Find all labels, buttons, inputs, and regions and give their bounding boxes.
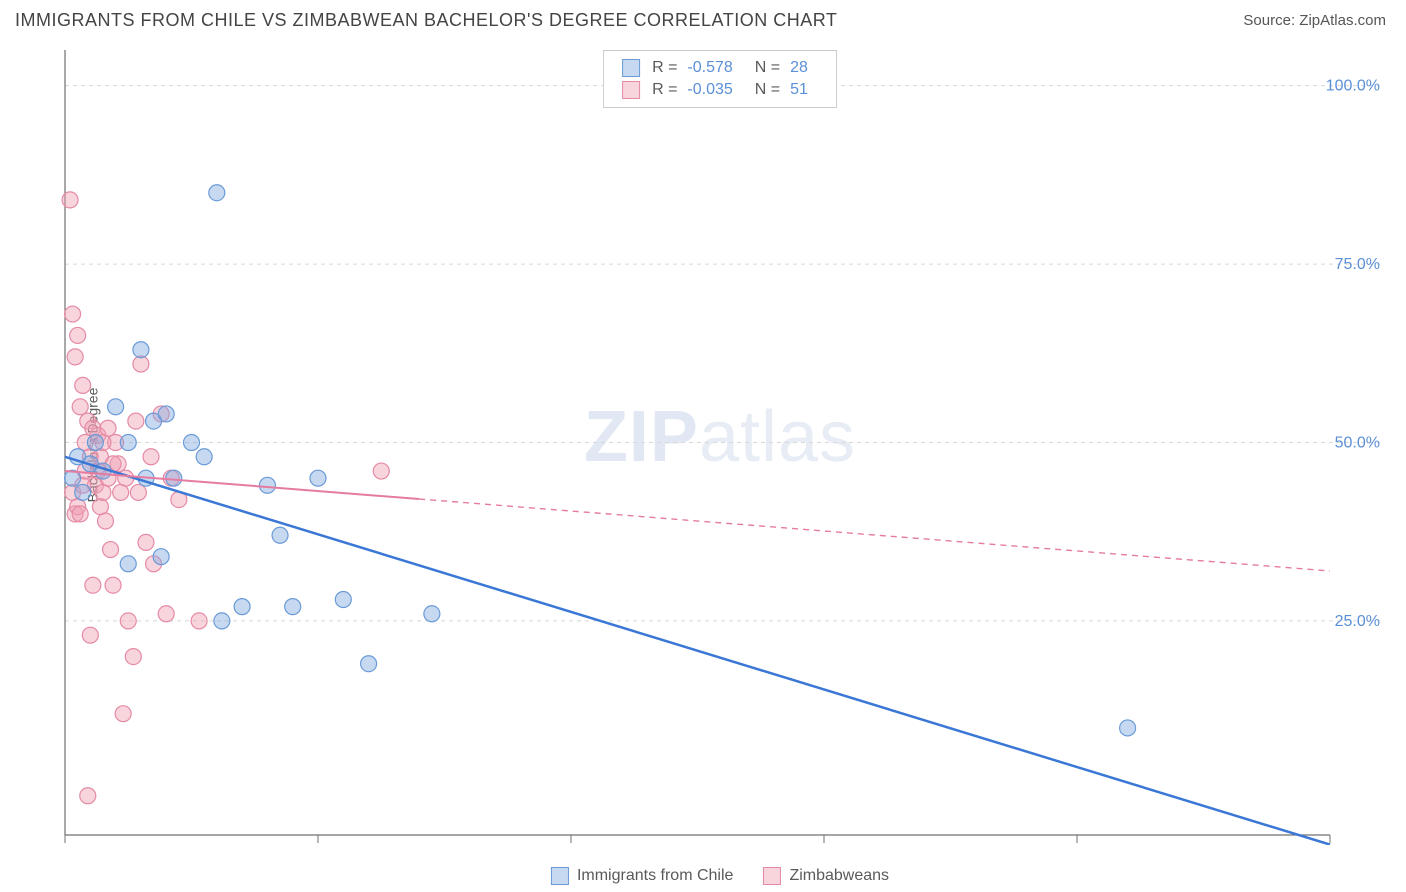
scatter-plot: 25.0%50.0%75.0%100.0%0.0%50.0% [50,45,1390,845]
r-label: R = [652,59,677,77]
source-attribution: Source: ZipAtlas.com [1243,12,1386,29]
chart-title: IMMIGRANTS FROM CHILE VS ZIMBABWEAN BACH… [15,10,837,31]
r-value-zimbabwe: -0.035 [687,81,732,99]
legend-row-chile: R = -0.578 N = 28 [622,57,818,79]
chart-area: Bachelor's Degree ZIPatlas 25.0%50.0%75.… [50,45,1390,845]
source-label: Source: [1243,12,1299,29]
r-label: R = [652,81,677,99]
r-value-chile: -0.578 [687,59,732,77]
legend-row-zimbabwe: R = -0.035 N = 51 [622,79,818,101]
legend-correlation-box: R = -0.578 N = 28 R = -0.035 N = 51 [603,50,837,108]
chart-header: IMMIGRANTS FROM CHILE VS ZIMBABWEAN BACH… [0,0,1406,36]
source-value: ZipAtlas.com [1299,12,1386,29]
svg-text:50.0%: 50.0% [1335,435,1380,452]
legend-label-zimbabwe: Zimbabweans [789,867,889,885]
n-label: N = [755,81,780,99]
n-value-chile: 28 [790,59,808,77]
legend-swatch-zimbabwe-icon [763,867,781,885]
legend-swatch-chile [622,59,640,77]
legend-swatch-zimbabwe [622,81,640,99]
legend-series-box: Immigrants from Chile Zimbabweans [551,867,889,885]
n-value-zimbabwe: 51 [790,81,808,99]
svg-text:25.0%: 25.0% [1335,613,1380,630]
legend-item-zimbabwe: Zimbabweans [763,867,889,885]
legend-label-chile: Immigrants from Chile [577,867,733,885]
svg-text:75.0%: 75.0% [1335,256,1380,273]
legend-item-chile: Immigrants from Chile [551,867,733,885]
legend-swatch-chile-icon [551,867,569,885]
n-label: N = [755,59,780,77]
svg-text:100.0%: 100.0% [1326,78,1380,95]
